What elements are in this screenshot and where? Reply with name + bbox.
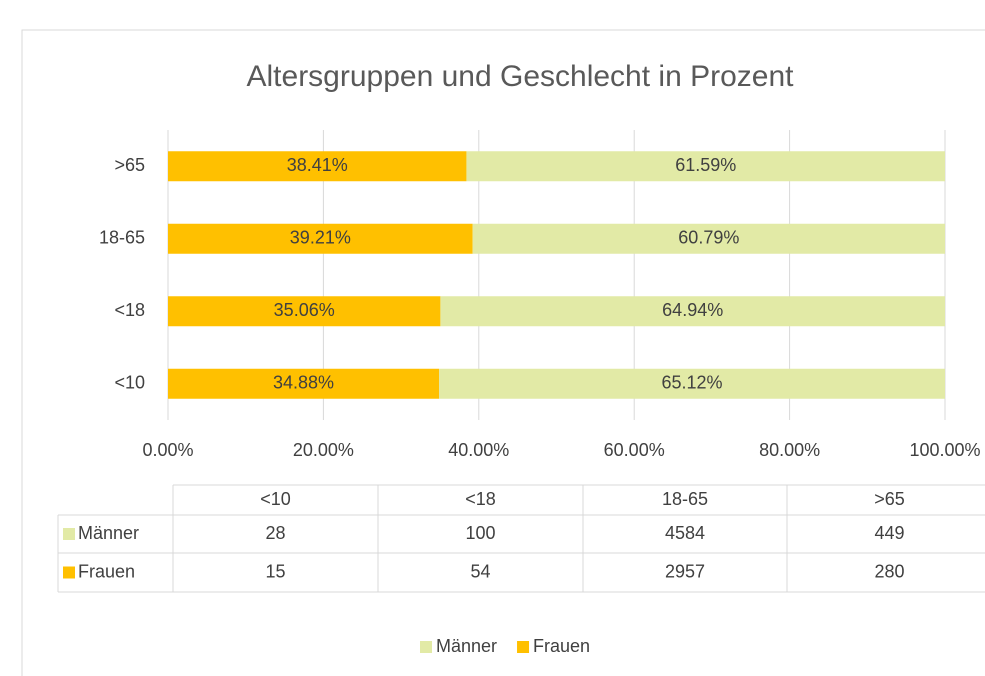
table-key	[63, 566, 75, 579]
data-label: 64.94%	[662, 300, 723, 320]
table-cell: 280	[874, 561, 904, 581]
table-header: <10	[260, 489, 291, 509]
table-cell: 15	[265, 561, 285, 581]
bar-segment	[439, 368, 945, 399]
table-cell: 100	[465, 523, 495, 543]
chart-frame	[21, 29, 985, 676]
legend-label: Frauen	[533, 636, 590, 656]
data-label: 61.59%	[675, 155, 736, 175]
bar-segment	[168, 368, 440, 399]
table-cell: 2957	[665, 561, 705, 581]
data-label: 65.12%	[661, 373, 722, 393]
bar-segment	[168, 296, 441, 327]
x-tick-label: 60.00%	[604, 440, 665, 460]
y-tick-label: 18-65	[99, 228, 145, 248]
table-cell: 449	[874, 523, 904, 543]
bar-segment	[472, 223, 945, 254]
x-tick-label: 0.00%	[142, 440, 193, 460]
data-label: 60.79%	[678, 228, 739, 248]
table-cell: 28	[265, 523, 285, 543]
table-row-label: Männer	[78, 523, 139, 543]
bar-segment	[168, 151, 467, 182]
table-row-label: Frauen	[78, 561, 135, 581]
y-tick-label: <10	[114, 373, 145, 393]
table-cell: 4584	[665, 523, 705, 543]
x-tick-label: 80.00%	[759, 440, 820, 460]
x-tick-label: 20.00%	[293, 440, 354, 460]
x-tick-label: 100.00%	[909, 440, 980, 460]
table-header: >65	[874, 489, 905, 509]
bar-segment	[466, 151, 945, 182]
data-label: 34.88%	[273, 373, 334, 393]
table-key	[63, 528, 75, 540]
x-tick-label: 40.00%	[448, 440, 509, 460]
bar-segment	[440, 296, 945, 327]
table-cell: 54	[470, 561, 490, 581]
table-header: <18	[465, 489, 496, 509]
data-label: 39.21%	[290, 228, 351, 248]
data-label: 38.41%	[287, 155, 348, 175]
legend-swatch	[517, 641, 530, 653]
y-tick-label: <18	[114, 300, 145, 320]
bar-segment	[168, 223, 473, 254]
data-label: 35.06%	[274, 300, 335, 320]
legend-label: Männer	[436, 636, 497, 656]
table-header: 18-65	[662, 489, 708, 509]
legend-swatch	[420, 641, 432, 653]
chart-title: Altersgruppen und Geschlecht in Prozent	[247, 60, 795, 93]
y-tick-label: >65	[114, 155, 145, 175]
